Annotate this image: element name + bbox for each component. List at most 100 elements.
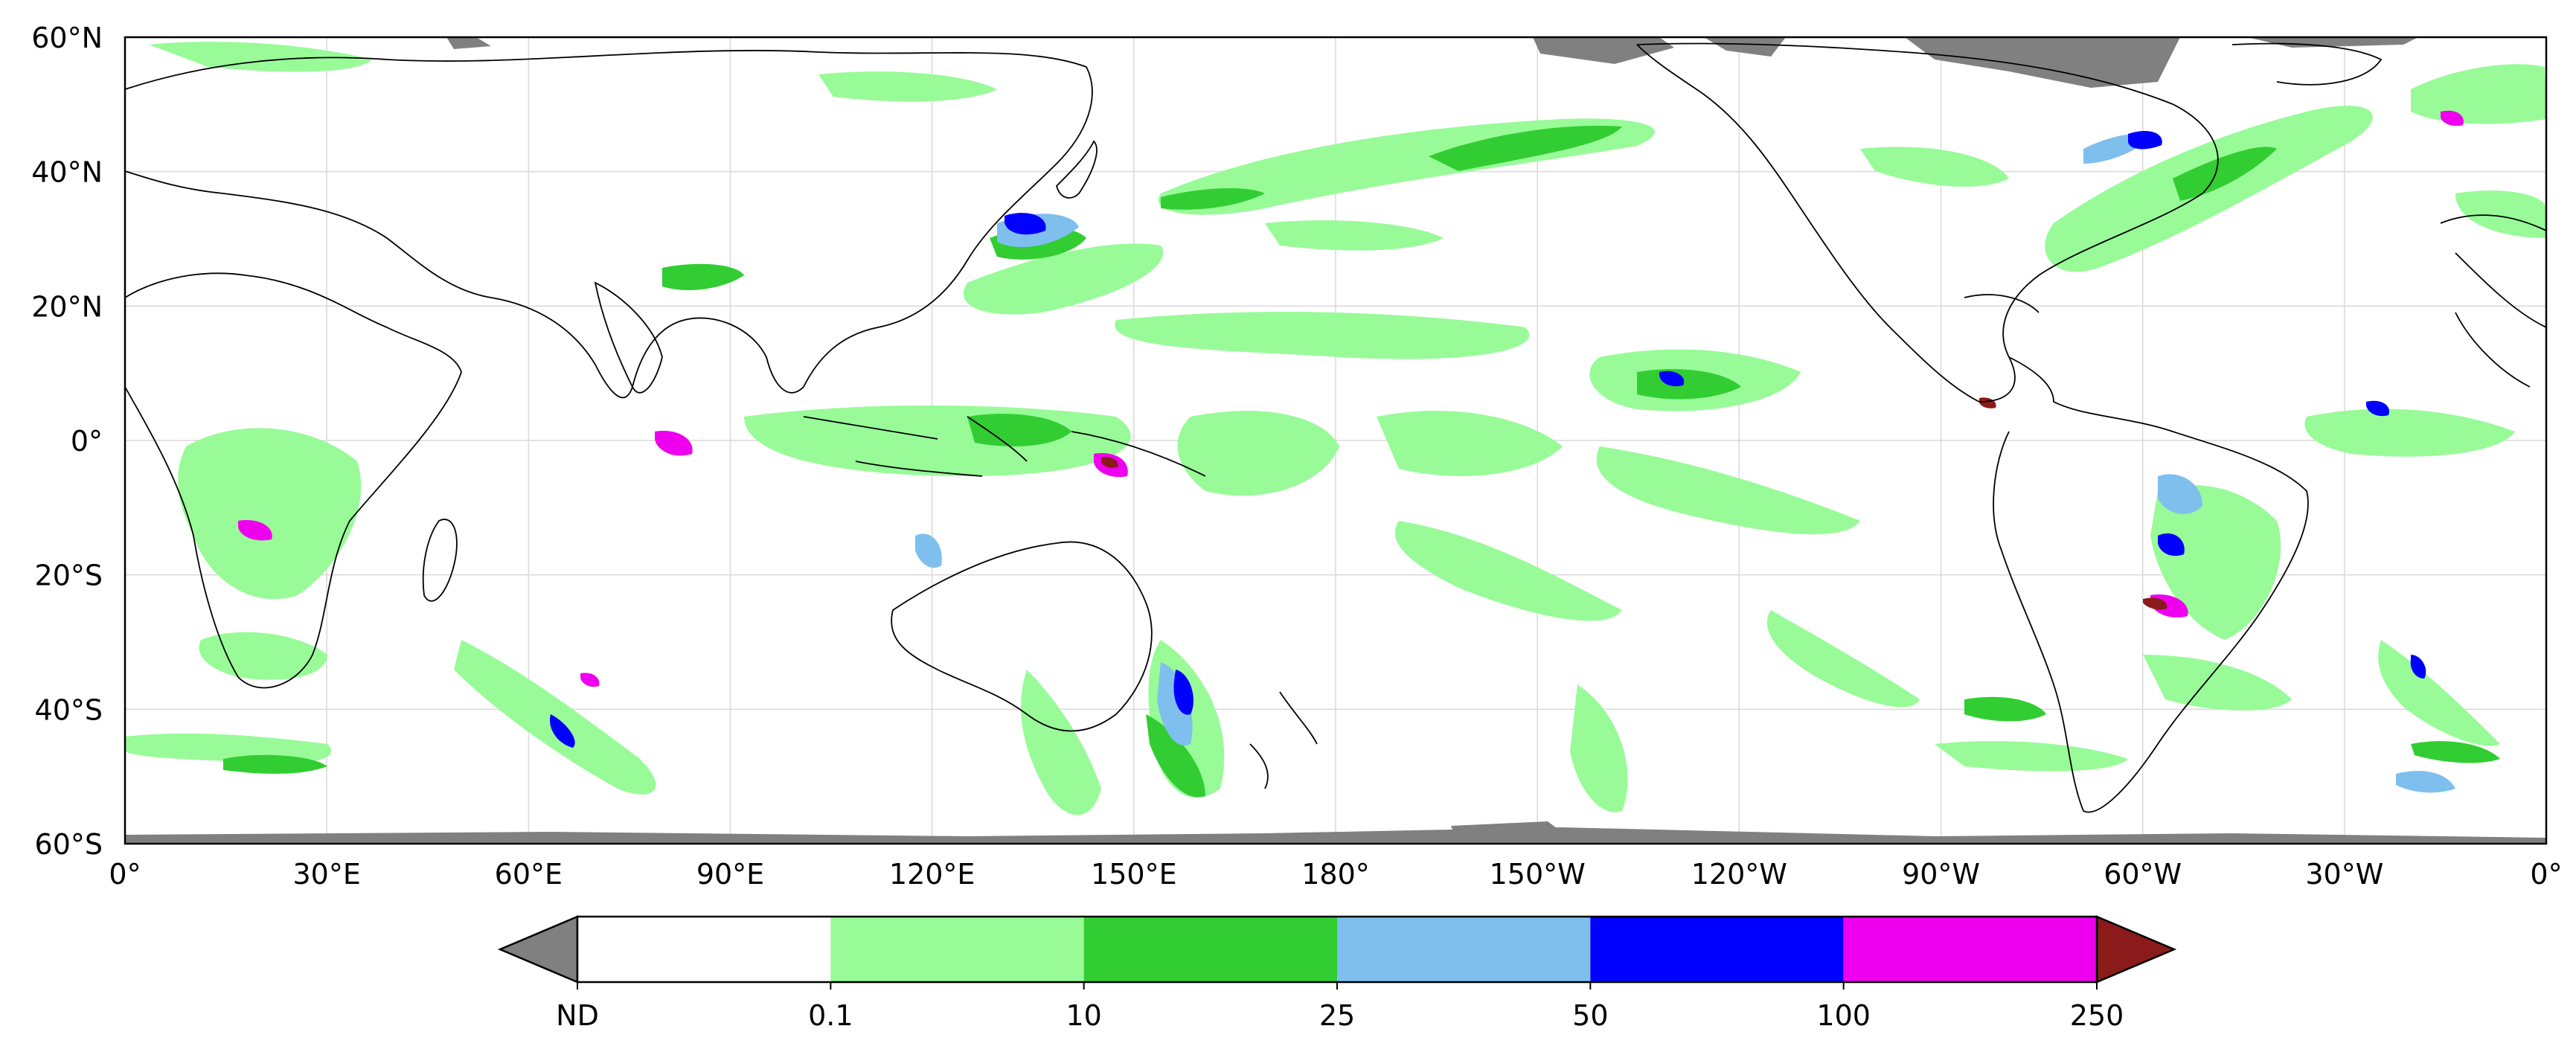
colorbar-tick-label: ND [556, 999, 599, 1032]
lon-tick-label: 120°W [1691, 858, 1787, 891]
precip-patch [1570, 684, 1628, 812]
precip-band-itcz [1115, 312, 1530, 359]
precip-cell [1659, 371, 1685, 387]
precip-patch [818, 71, 997, 102]
precip-cell [2158, 474, 2202, 514]
lat-tick-label: 20°N [31, 290, 103, 323]
precip-patch [1177, 411, 1339, 496]
lon-tick-label: 0° [109, 858, 141, 891]
coastline-south-america [1993, 356, 2309, 813]
coastline-eurasia [124, 50, 1093, 399]
precip-green [223, 126, 2500, 798]
colorbar-bin [1843, 917, 2097, 982]
precip-cell [580, 673, 600, 687]
lat-tick-label: 60°N [31, 22, 103, 54]
precip-blue [550, 130, 2426, 748]
lon-tick-label: 150°W [1490, 858, 1586, 891]
coastline-africa [124, 272, 462, 689]
no-data-patch [1451, 821, 1577, 844]
precip-cell [2143, 597, 2168, 610]
precip-patch [1265, 220, 1444, 251]
lon-tick-label: 150°E [1091, 858, 1177, 891]
colorbar-bin [1590, 917, 1844, 982]
lat-tick-label: 40°N [31, 156, 103, 189]
precip-cell [2366, 400, 2389, 417]
colorbar-bin [1083, 917, 1337, 982]
precip-cell [2158, 533, 2185, 557]
precip-patch [2378, 640, 2500, 746]
precip-patch [2411, 741, 2500, 763]
precip-dark-red [1101, 397, 2168, 610]
latitude-labels: 60°N 40°N 20°N 0° 20°S 40°S 60°S [31, 22, 103, 861]
precip-cell [915, 533, 942, 568]
no-data-patch [1905, 37, 2180, 88]
coastline-west-europe-africa [2440, 214, 2547, 388]
lon-tick-label: 60°E [495, 858, 563, 891]
precip-patch [223, 754, 327, 774]
lon-tick-label: 30°E [292, 858, 360, 891]
precip-patch [2411, 64, 2546, 124]
lon-tick-label: 0° [2530, 858, 2562, 891]
colorbar-tick-label: 50 [1572, 999, 1608, 1032]
no-data-patch [2247, 37, 2418, 48]
precip-cell [2396, 771, 2455, 793]
precip-cell [655, 431, 693, 456]
lat-tick-label: 40°S [35, 693, 103, 726]
precip-cell [238, 520, 272, 541]
coastline-new-zealand [1249, 691, 1318, 789]
precip-cell [1157, 662, 1193, 745]
colorbar-under-extension [497, 915, 579, 984]
precip-patch [149, 42, 372, 72]
colorbar-tick-label: 10 [1066, 999, 1101, 1032]
no-data-patch [446, 37, 491, 49]
map-panel [124, 36, 2548, 845]
lat-tick-label: 0° [71, 425, 103, 458]
precip-patch [963, 243, 1164, 315]
precip-patch [2455, 190, 2546, 238]
coastline-greenland [2231, 42, 2383, 86]
lon-tick-label: 180° [1301, 858, 1370, 891]
precip-cell [2128, 130, 2162, 150]
coastline-indonesia [803, 416, 1206, 477]
lat-tick-label: 60°S [35, 828, 103, 861]
map-frame [124, 36, 2548, 845]
lon-tick-label: 90°E [696, 858, 764, 891]
lat-tick-label: 20°S [35, 559, 103, 592]
lon-tick-label: 60°W [2104, 858, 2182, 891]
precip-cell [2410, 655, 2426, 679]
no-data-patch [1704, 37, 1786, 57]
precip-central-africa [178, 428, 362, 600]
precip-cell [1101, 457, 1118, 468]
no-data-regions [125, 37, 2546, 844]
precip-patch [662, 263, 744, 290]
coastline-madagascar [422, 519, 458, 602]
precip-band [1429, 126, 1622, 171]
colorbar-bin [1337, 917, 1591, 982]
precip-patch [1146, 714, 1205, 798]
colorbar-tick-label: 0.1 [808, 999, 853, 1032]
precip-band-atlantic-itcz [2304, 408, 2515, 457]
precip-band [1161, 188, 1265, 210]
no-data-antarctic-edge [125, 827, 2546, 844]
precip-spcz [1596, 446, 1860, 535]
coastline-north-america [1636, 42, 2219, 403]
colorbar-tick-label: 25 [1319, 999, 1355, 1032]
colorbar-tick-label: 250 [2070, 999, 2124, 1032]
lon-tick-label: 30°W [2305, 858, 2383, 891]
lon-tick-label: 120°E [889, 858, 975, 891]
precip-band [2173, 147, 2277, 201]
coastlines [124, 42, 2547, 813]
precip-patch [1860, 147, 2009, 187]
precip-patch [1766, 610, 1920, 708]
longitude-labels: 0° 30°E 60°E 90°E 120°E 150°E 180° 150°W 120°W 90… [109, 858, 2562, 891]
no-data-patch [1533, 37, 1674, 64]
precip-south-america [2150, 485, 2281, 640]
precip-patch [2143, 655, 2292, 711]
precip-cell [550, 714, 575, 748]
precip-patch [199, 632, 327, 680]
precip-patch [967, 414, 1071, 446]
coastline-caribbean [1964, 294, 2040, 313]
coastline-australia [891, 541, 1153, 732]
colorbar-tick-label: 100 [1816, 999, 1871, 1032]
colorbar-bin [577, 917, 831, 982]
